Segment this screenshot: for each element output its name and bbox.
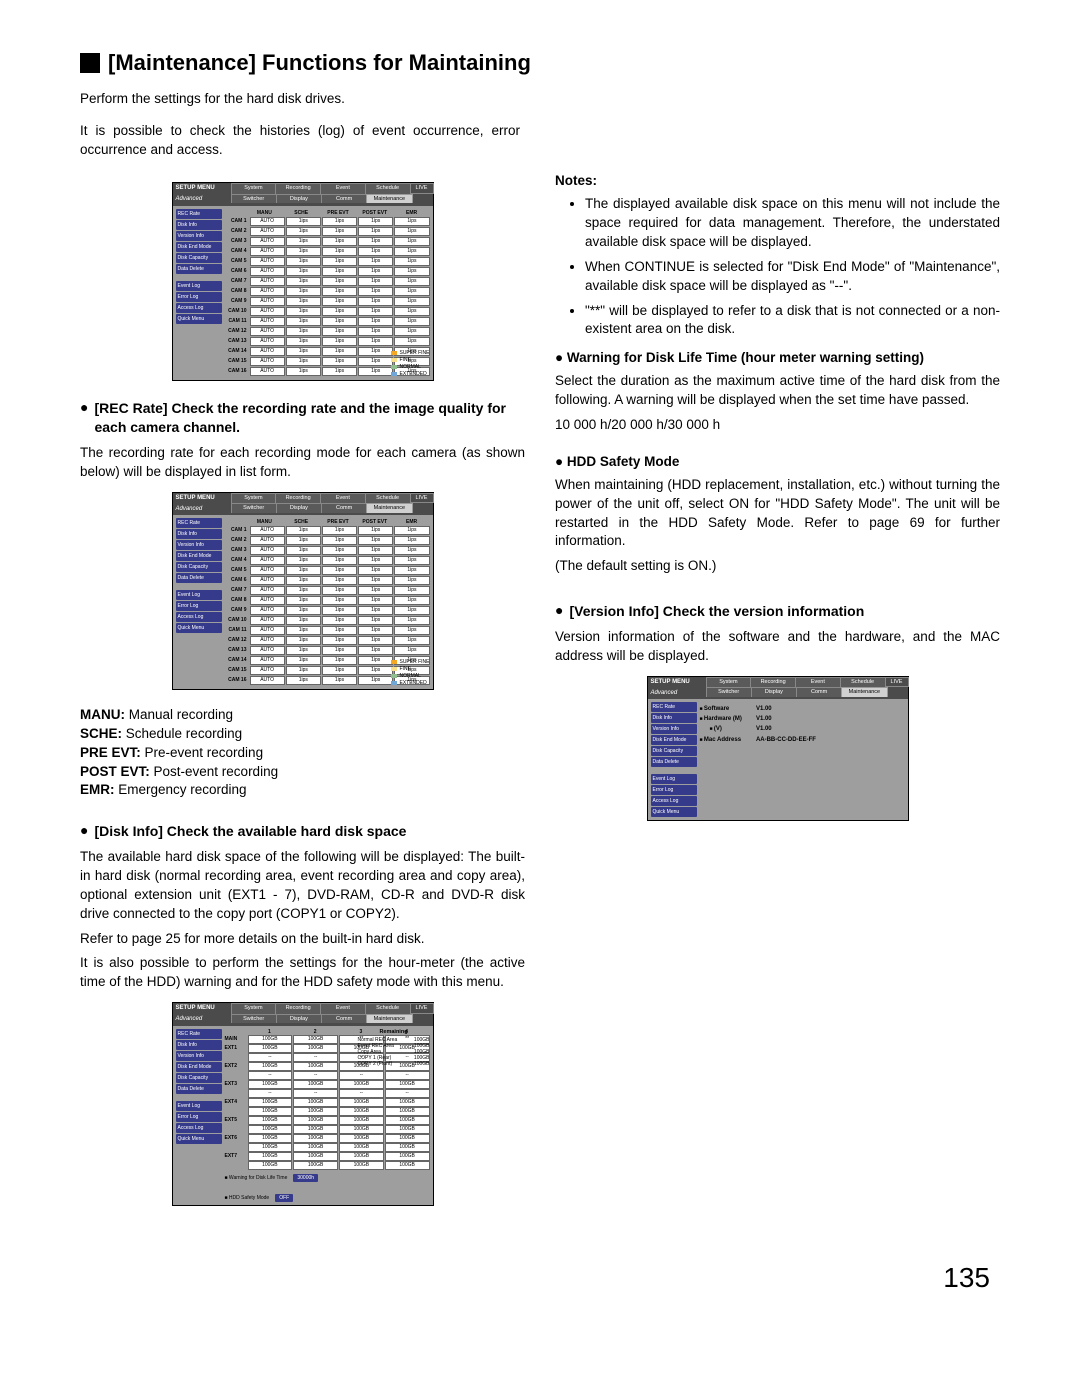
panel-adv-label: Advanced bbox=[173, 194, 231, 205]
sidebar-item[interactable]: Disk End Mode bbox=[651, 735, 697, 745]
sidebar-item[interactable]: REC Rate bbox=[176, 518, 222, 528]
version-text: Version information of the software and … bbox=[555, 628, 1000, 666]
sidebar-item[interactable]: Quick Menu bbox=[176, 314, 222, 324]
sidebar-item[interactable]: Disk End Mode bbox=[176, 551, 222, 561]
quality-legend: SUPER FINE FINE NORMAL EXTENDED bbox=[391, 349, 429, 377]
sidebar-item[interactable]: Version Info bbox=[176, 231, 222, 241]
sidebar-item[interactable]: Disk Info bbox=[176, 529, 222, 539]
sidebar-item[interactable]: Error Log bbox=[176, 292, 222, 302]
sidebar-item[interactable]: Access Log bbox=[176, 612, 222, 622]
sidebar-item[interactable]: Disk Capacity bbox=[176, 562, 222, 572]
sidebar-item[interactable]: Error Log bbox=[176, 1112, 222, 1122]
version-heading: ● [Version Info] Check the version infor… bbox=[555, 602, 1000, 622]
sidebar-item[interactable]: REC Rate bbox=[176, 209, 222, 219]
intro-1: Perform the settings for the hard disk d… bbox=[80, 90, 1000, 109]
sidebar-item[interactable]: Data Delete bbox=[176, 573, 222, 583]
sidebar-item[interactable]: Data Delete bbox=[176, 264, 222, 274]
tab-schedule[interactable]: Schedule bbox=[365, 183, 411, 194]
sidebar-item[interactable]: Event Log bbox=[176, 1101, 222, 1111]
right-column: Notes: The displayed available disk spac… bbox=[555, 172, 1000, 1221]
title-square-icon bbox=[80, 53, 100, 73]
hdd-text1: When maintaining (HDD replacement, insta… bbox=[555, 476, 1000, 552]
hdd-heading: ● HDD Safety Mode bbox=[555, 453, 1000, 472]
disk-info-heading: ● [Disk Info] Check the available hard d… bbox=[80, 822, 525, 842]
warning-text2: 10 000 h/20 000 h/30 000 h bbox=[555, 416, 1000, 435]
tab-system[interactable]: System bbox=[231, 183, 277, 194]
live-button[interactable]: LIVE bbox=[410, 183, 434, 194]
disk-info-text2: Refer to page 25 for more details on the… bbox=[80, 930, 525, 949]
sidebar-item[interactable]: Disk Info bbox=[176, 1040, 222, 1050]
page-title-row: [Maintenance] Functions for Maintaining bbox=[80, 50, 1000, 76]
disk-info-text3: It is also possible to perform the setti… bbox=[80, 954, 525, 992]
bullet-icon: ● bbox=[555, 602, 563, 619]
sidebar-item[interactable]: Event Log bbox=[651, 774, 697, 784]
subtab-comm[interactable]: Comm bbox=[321, 194, 367, 204]
intro-2: It is possible to check the histories (l… bbox=[80, 122, 520, 160]
rec-rate-panel-1: SETUP MENU Advanced System Recording Eve… bbox=[172, 182, 434, 380]
page-number: 135 bbox=[80, 1262, 1000, 1294]
version-content: Software Hardware (M) (V) Mac Address V1… bbox=[700, 702, 905, 817]
sidebar-item[interactable]: Event Log bbox=[176, 590, 222, 600]
warning-text1: Select the duration as the maximum activ… bbox=[555, 372, 1000, 410]
rec-rate-panel-2: SETUP MENU Advanced System Recording Eve… bbox=[172, 492, 434, 690]
note-item: The displayed available disk space on th… bbox=[585, 195, 1000, 252]
sidebar-item[interactable]: Data Delete bbox=[651, 757, 697, 767]
sidebar-item[interactable]: Version Info bbox=[176, 1051, 222, 1061]
hdd-text2: (The default setting is ON.) bbox=[555, 557, 1000, 576]
subtab-switcher[interactable]: Switcher bbox=[231, 194, 277, 204]
tab-event[interactable]: Event bbox=[320, 183, 366, 194]
warning-heading: ● Warning for Disk Life Time (hour meter… bbox=[555, 349, 1000, 368]
page-title: [Maintenance] Functions for Maintaining bbox=[108, 50, 531, 76]
tab-recording[interactable]: Recording bbox=[275, 183, 321, 194]
notes-title: Notes: bbox=[555, 172, 1000, 191]
sidebar-item[interactable]: Disk Capacity bbox=[176, 253, 222, 263]
sidebar-item[interactable]: Access Log bbox=[176, 303, 222, 313]
notes-list: The displayed available disk space on th… bbox=[555, 195, 1000, 339]
remaining-box: Remaining Normal REC Area100GBEvent REC … bbox=[358, 1029, 430, 1068]
sidebar-item[interactable]: Quick Menu bbox=[176, 623, 222, 633]
sidebar-item[interactable]: Disk Capacity bbox=[651, 746, 697, 756]
sidebar-item[interactable]: REC Rate bbox=[176, 1029, 222, 1039]
sidebar-item[interactable]: Version Info bbox=[176, 540, 222, 550]
sidebar-item[interactable]: Event Log bbox=[176, 281, 222, 291]
note-item: "**" will be displayed to refer to a dis… bbox=[585, 302, 1000, 340]
rec-rate-text: The recording rate for each recording mo… bbox=[80, 444, 525, 482]
sidebar-item[interactable]: Error Log bbox=[176, 601, 222, 611]
quality-legend: SUPER FINE FINE NORMAL EXTENDED bbox=[391, 658, 429, 686]
sidebar-item[interactable]: Quick Menu bbox=[651, 807, 697, 817]
sidebar-item[interactable]: Disk End Mode bbox=[176, 1062, 222, 1072]
sidebar-item[interactable]: Disk Capacity bbox=[176, 1073, 222, 1083]
sidebar-item[interactable]: Version Info bbox=[651, 724, 697, 734]
subtab-display[interactable]: Display bbox=[276, 194, 322, 204]
definitions: MANU: Manual recording SCHE: Schedule re… bbox=[80, 706, 525, 800]
bullet-icon: ● bbox=[80, 399, 88, 416]
sidebar-item[interactable]: Quick Menu bbox=[176, 1134, 222, 1144]
sidebar-item[interactable]: Access Log bbox=[651, 796, 697, 806]
sidebar-item[interactable]: Access Log bbox=[176, 1123, 222, 1133]
version-info-panel: SETUP MENU Advanced System Recording Eve… bbox=[647, 676, 909, 821]
sidebar-item[interactable]: Data Delete bbox=[176, 1084, 222, 1094]
sidebar-item[interactable]: REC Rate bbox=[651, 702, 697, 712]
note-item: When CONTINUE is selected for "Disk End … bbox=[585, 258, 1000, 296]
disk-info-panel: SETUP MENU Advanced System Recording Eve… bbox=[172, 1002, 434, 1205]
disk-info-text1: The available hard disk space of the fol… bbox=[80, 848, 525, 924]
subtab-maintenance[interactable]: Maintenance bbox=[366, 194, 412, 204]
bullet-icon: ● bbox=[80, 822, 88, 839]
sidebar-item[interactable]: Error Log bbox=[651, 785, 697, 795]
sidebar-item[interactable]: Disk End Mode bbox=[176, 242, 222, 252]
panel-setup-label: SETUP MENU bbox=[173, 183, 231, 194]
sidebar-item[interactable]: Disk Info bbox=[651, 713, 697, 723]
left-column: SETUP MENU Advanced System Recording Eve… bbox=[80, 172, 525, 1221]
rec-rate-heading: ● [REC Rate] Check the recording rate an… bbox=[80, 399, 525, 438]
sidebar-item[interactable]: Disk Info bbox=[176, 220, 222, 230]
